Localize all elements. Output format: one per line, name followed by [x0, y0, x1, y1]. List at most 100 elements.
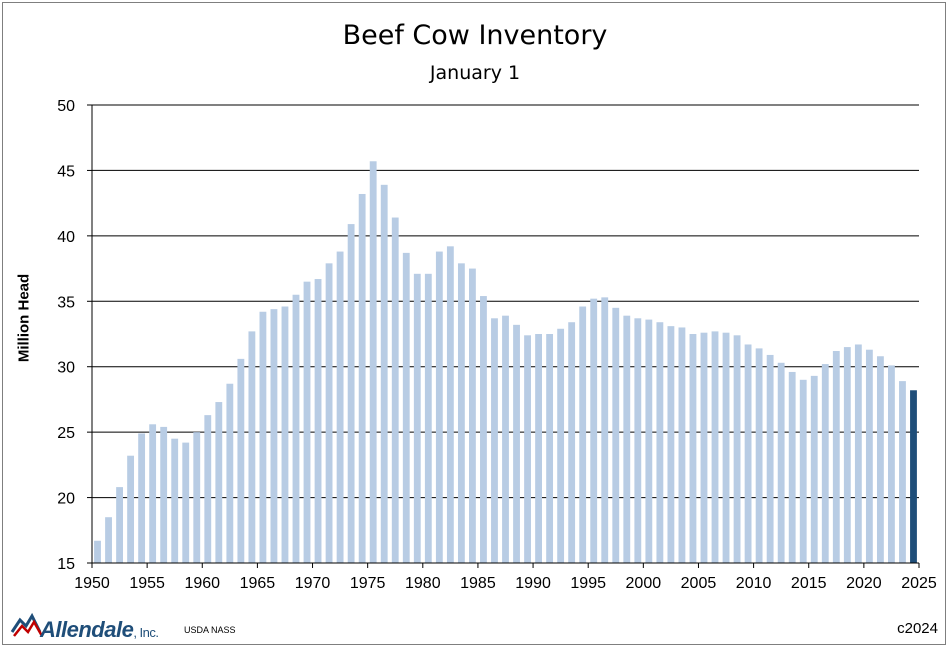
logo-suffix: , Inc. — [133, 625, 159, 640]
bar — [424, 273, 432, 563]
bar — [347, 224, 355, 563]
bar — [899, 381, 906, 563]
x-tick-label: 1960 — [184, 575, 220, 592]
bar — [480, 296, 487, 563]
axes — [87, 104, 920, 568]
y-tick-label: 25 — [57, 425, 75, 442]
bar — [645, 319, 653, 563]
bar — [491, 318, 498, 563]
bar — [700, 332, 708, 563]
bar — [711, 331, 719, 563]
bar — [546, 334, 554, 563]
bar — [777, 362, 785, 563]
bar — [876, 356, 884, 563]
bar — [171, 438, 179, 563]
bar — [248, 331, 256, 563]
bar — [127, 455, 135, 563]
bar — [744, 344, 752, 563]
logo-wordmark: Allendale, Inc. — [40, 617, 159, 643]
x-tick-label: 1950 — [74, 575, 110, 592]
bar — [557, 328, 565, 563]
bar — [810, 375, 818, 563]
logo-name: Allendale — [40, 617, 134, 642]
bar — [358, 193, 366, 564]
bar — [843, 347, 851, 563]
bar — [601, 297, 609, 563]
bar — [623, 315, 631, 563]
y-tick-label: 50 — [57, 98, 75, 115]
bar — [733, 335, 741, 563]
bar — [270, 309, 278, 563]
source-note: USDA NASS — [184, 625, 236, 635]
x-tick-label: 2025 — [901, 575, 937, 592]
bar — [656, 322, 664, 563]
y-tick-label: 40 — [57, 229, 75, 246]
x-tick-label: 2005 — [681, 575, 717, 592]
x-tick-label: 2020 — [846, 575, 882, 592]
bar — [237, 358, 245, 563]
copyright-note: c2024 — [897, 620, 938, 637]
bar — [524, 335, 531, 563]
bar — [579, 306, 587, 563]
bar — [149, 424, 157, 563]
bar — [865, 349, 873, 563]
y-tick-label: 30 — [57, 360, 75, 377]
bar — [854, 344, 862, 563]
x-tick-label: 1970 — [295, 575, 331, 592]
bar — [667, 326, 675, 563]
x-tick-label: 1980 — [405, 575, 441, 592]
bar — [788, 371, 796, 563]
x-tick-label: 2000 — [626, 575, 662, 592]
bar — [336, 251, 344, 563]
chart-title: Beef Cow Inventory — [342, 20, 608, 51]
x-tick-label: 1995 — [570, 575, 606, 592]
bar — [281, 306, 289, 563]
bar — [799, 379, 807, 563]
bar — [755, 348, 763, 563]
y-tick-label: 20 — [57, 491, 75, 508]
bar — [502, 315, 509, 563]
bar — [910, 390, 917, 563]
y-tick-label: 35 — [57, 294, 75, 311]
x-tick-label: 1975 — [350, 575, 386, 592]
bar — [314, 279, 322, 563]
bar — [325, 263, 333, 563]
x-tick-labels: 1950 1955 1960 1965 1970 1975 1980 1985 1990 1995… — [74, 575, 937, 592]
x-tick-label: 1990 — [515, 575, 551, 592]
bar — [634, 318, 642, 563]
bar — [568, 322, 576, 563]
bar — [116, 487, 123, 563]
bar — [766, 354, 774, 563]
bar — [513, 324, 520, 563]
y-tick-labels: 15 20 25 30 35 40 45 50 — [57, 98, 75, 573]
bar — [457, 263, 465, 563]
bar — [380, 184, 388, 563]
y-tick-label: 45 — [57, 163, 75, 180]
allendale-logo-icon — [10, 612, 44, 637]
bar — [402, 252, 410, 563]
x-tick-label: 2015 — [791, 575, 827, 592]
bar — [435, 251, 443, 563]
bar — [888, 365, 895, 563]
bar — [193, 432, 201, 563]
bar — [391, 217, 399, 563]
bar — [369, 161, 377, 564]
bar — [821, 364, 829, 563]
bar — [292, 294, 300, 563]
bar — [689, 334, 697, 563]
bar — [215, 402, 223, 563]
bar — [105, 517, 112, 563]
bar — [138, 433, 146, 563]
bar — [535, 334, 542, 563]
y-tick-label: 15 — [57, 556, 75, 573]
bar — [160, 426, 168, 563]
x-tick-label: 1985 — [460, 575, 496, 592]
bar — [226, 383, 234, 563]
bar — [678, 327, 686, 563]
bar — [303, 281, 311, 563]
bar — [413, 273, 421, 563]
bar — [612, 307, 620, 563]
bar — [446, 246, 454, 563]
x-tick-label: 1965 — [240, 575, 276, 592]
